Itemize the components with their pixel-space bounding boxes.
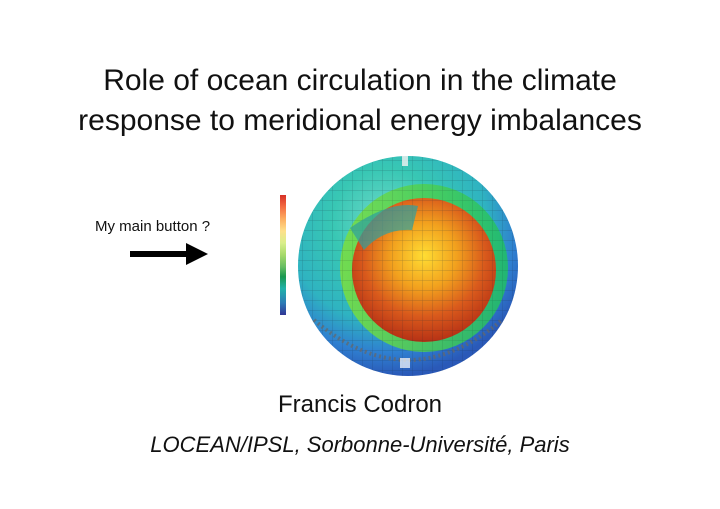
- cutaway-globe-image: [298, 156, 518, 376]
- title-line-2: response to meridional energy imbalances: [78, 104, 642, 137]
- main-button-label[interactable]: My main button ?: [95, 218, 211, 235]
- title-line-1: Role of ocean circulation in the climate: [103, 64, 617, 97]
- color-scale-bar: [280, 195, 286, 315]
- affiliation: LOCEAN/IPSL, Sorbonne-Université, Paris: [150, 432, 570, 457]
- arrow-right-icon[interactable]: [128, 241, 210, 267]
- author-name: Francis Codron: [277, 391, 443, 418]
